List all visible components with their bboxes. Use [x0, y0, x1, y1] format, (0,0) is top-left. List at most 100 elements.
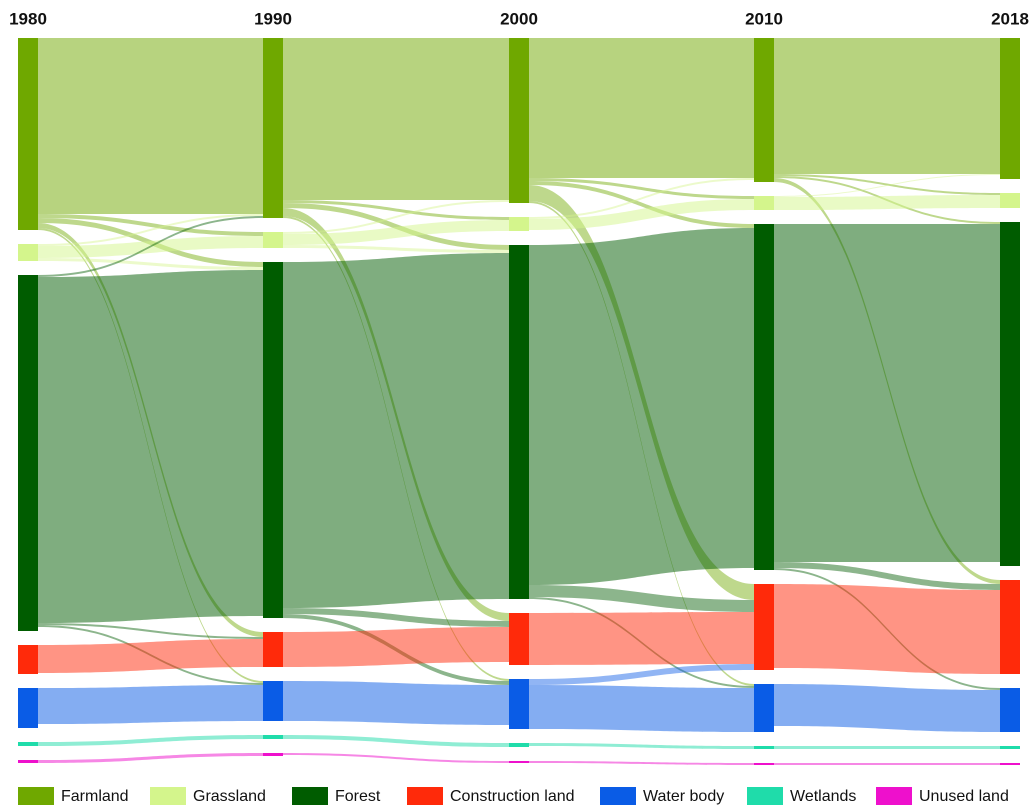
flow: [283, 681, 509, 725]
legend-label: Wetlands: [790, 788, 856, 805]
node: [754, 224, 774, 570]
node: [18, 742, 38, 746]
legend-swatch: [407, 787, 443, 805]
node: [263, 262, 283, 618]
flow: [529, 685, 754, 732]
flow: [283, 38, 509, 200]
flow: [774, 562, 1000, 590]
flow: [774, 684, 1000, 732]
legend-swatch: [292, 787, 328, 805]
node: [1000, 746, 1020, 749]
flow: [283, 200, 509, 234]
flow: [38, 38, 263, 214]
flow: [774, 174, 1000, 197]
node: [263, 681, 283, 721]
node: [1000, 688, 1020, 732]
node: [509, 761, 529, 763]
node: [1000, 580, 1020, 674]
node: [1000, 763, 1020, 765]
node: [18, 645, 38, 674]
node: [509, 217, 529, 231]
flow: [529, 181, 754, 228]
flow: [529, 743, 754, 749]
legend-label: Water body: [643, 788, 724, 805]
flow: [38, 685, 263, 724]
flow: [529, 178, 754, 199]
node: [509, 613, 529, 665]
node: [509, 245, 529, 599]
node: [509, 679, 529, 729]
node: [263, 38, 283, 218]
node: [754, 763, 774, 765]
flow: [38, 214, 263, 236]
year-label: 1990: [254, 9, 292, 28]
flow: [283, 253, 509, 608]
node: [18, 760, 38, 763]
node: [18, 38, 38, 230]
flow: [38, 236, 263, 258]
legend-swatch: [600, 787, 636, 805]
node: [754, 38, 774, 182]
flow: [529, 664, 754, 685]
node: [754, 196, 774, 210]
flow: [283, 203, 509, 250]
flow: [283, 245, 509, 253]
legend-label: Unused land: [919, 788, 1009, 805]
year-label: 2000: [500, 9, 538, 28]
flow: [283, 753, 509, 763]
legend-label: Forest: [335, 788, 381, 805]
flow: [38, 639, 263, 673]
node: [1000, 222, 1020, 566]
node: [263, 753, 283, 756]
year-label: 2010: [745, 9, 783, 28]
flow: [529, 178, 754, 219]
legend-swatch: [876, 787, 912, 805]
node: [754, 584, 774, 670]
flow: [38, 623, 263, 639]
flow: [774, 674, 1000, 684]
flow: [529, 761, 754, 765]
node: [18, 275, 38, 631]
flow: [774, 174, 1000, 195]
year-label: 1980: [9, 9, 47, 28]
flow: [38, 270, 263, 623]
flow: [774, 224, 1000, 562]
flow: [38, 258, 263, 270]
node: [18, 244, 38, 261]
legend-swatch: [18, 787, 54, 805]
flow: [529, 612, 754, 665]
legend-swatch: [747, 787, 783, 805]
flow: [38, 753, 263, 763]
flow: [529, 38, 754, 178]
flow: [774, 584, 1000, 674]
node: [263, 632, 283, 667]
flow: [283, 220, 509, 245]
flow: [283, 627, 509, 667]
flows: [38, 38, 1000, 765]
flow: [529, 585, 754, 612]
node: [1000, 38, 1020, 179]
flow: [283, 735, 509, 747]
year-label: 2018: [991, 9, 1029, 28]
node: [509, 38, 529, 203]
legend-swatch: [150, 787, 186, 805]
legend-label: Grassland: [193, 788, 266, 805]
flow: [38, 214, 263, 246]
legend-label: Construction land: [450, 788, 575, 805]
legend-label: Farmland: [61, 788, 129, 805]
flow: [774, 763, 1000, 765]
flow: [529, 228, 754, 585]
node: [263, 735, 283, 739]
node: [1000, 193, 1020, 208]
flow: [774, 38, 1000, 174]
flow: [283, 200, 509, 220]
node: [263, 232, 283, 248]
flow: [283, 608, 509, 627]
node: [509, 743, 529, 747]
node: [754, 684, 774, 732]
node: [754, 746, 774, 749]
flow: [774, 746, 1000, 749]
flow: [38, 216, 263, 277]
